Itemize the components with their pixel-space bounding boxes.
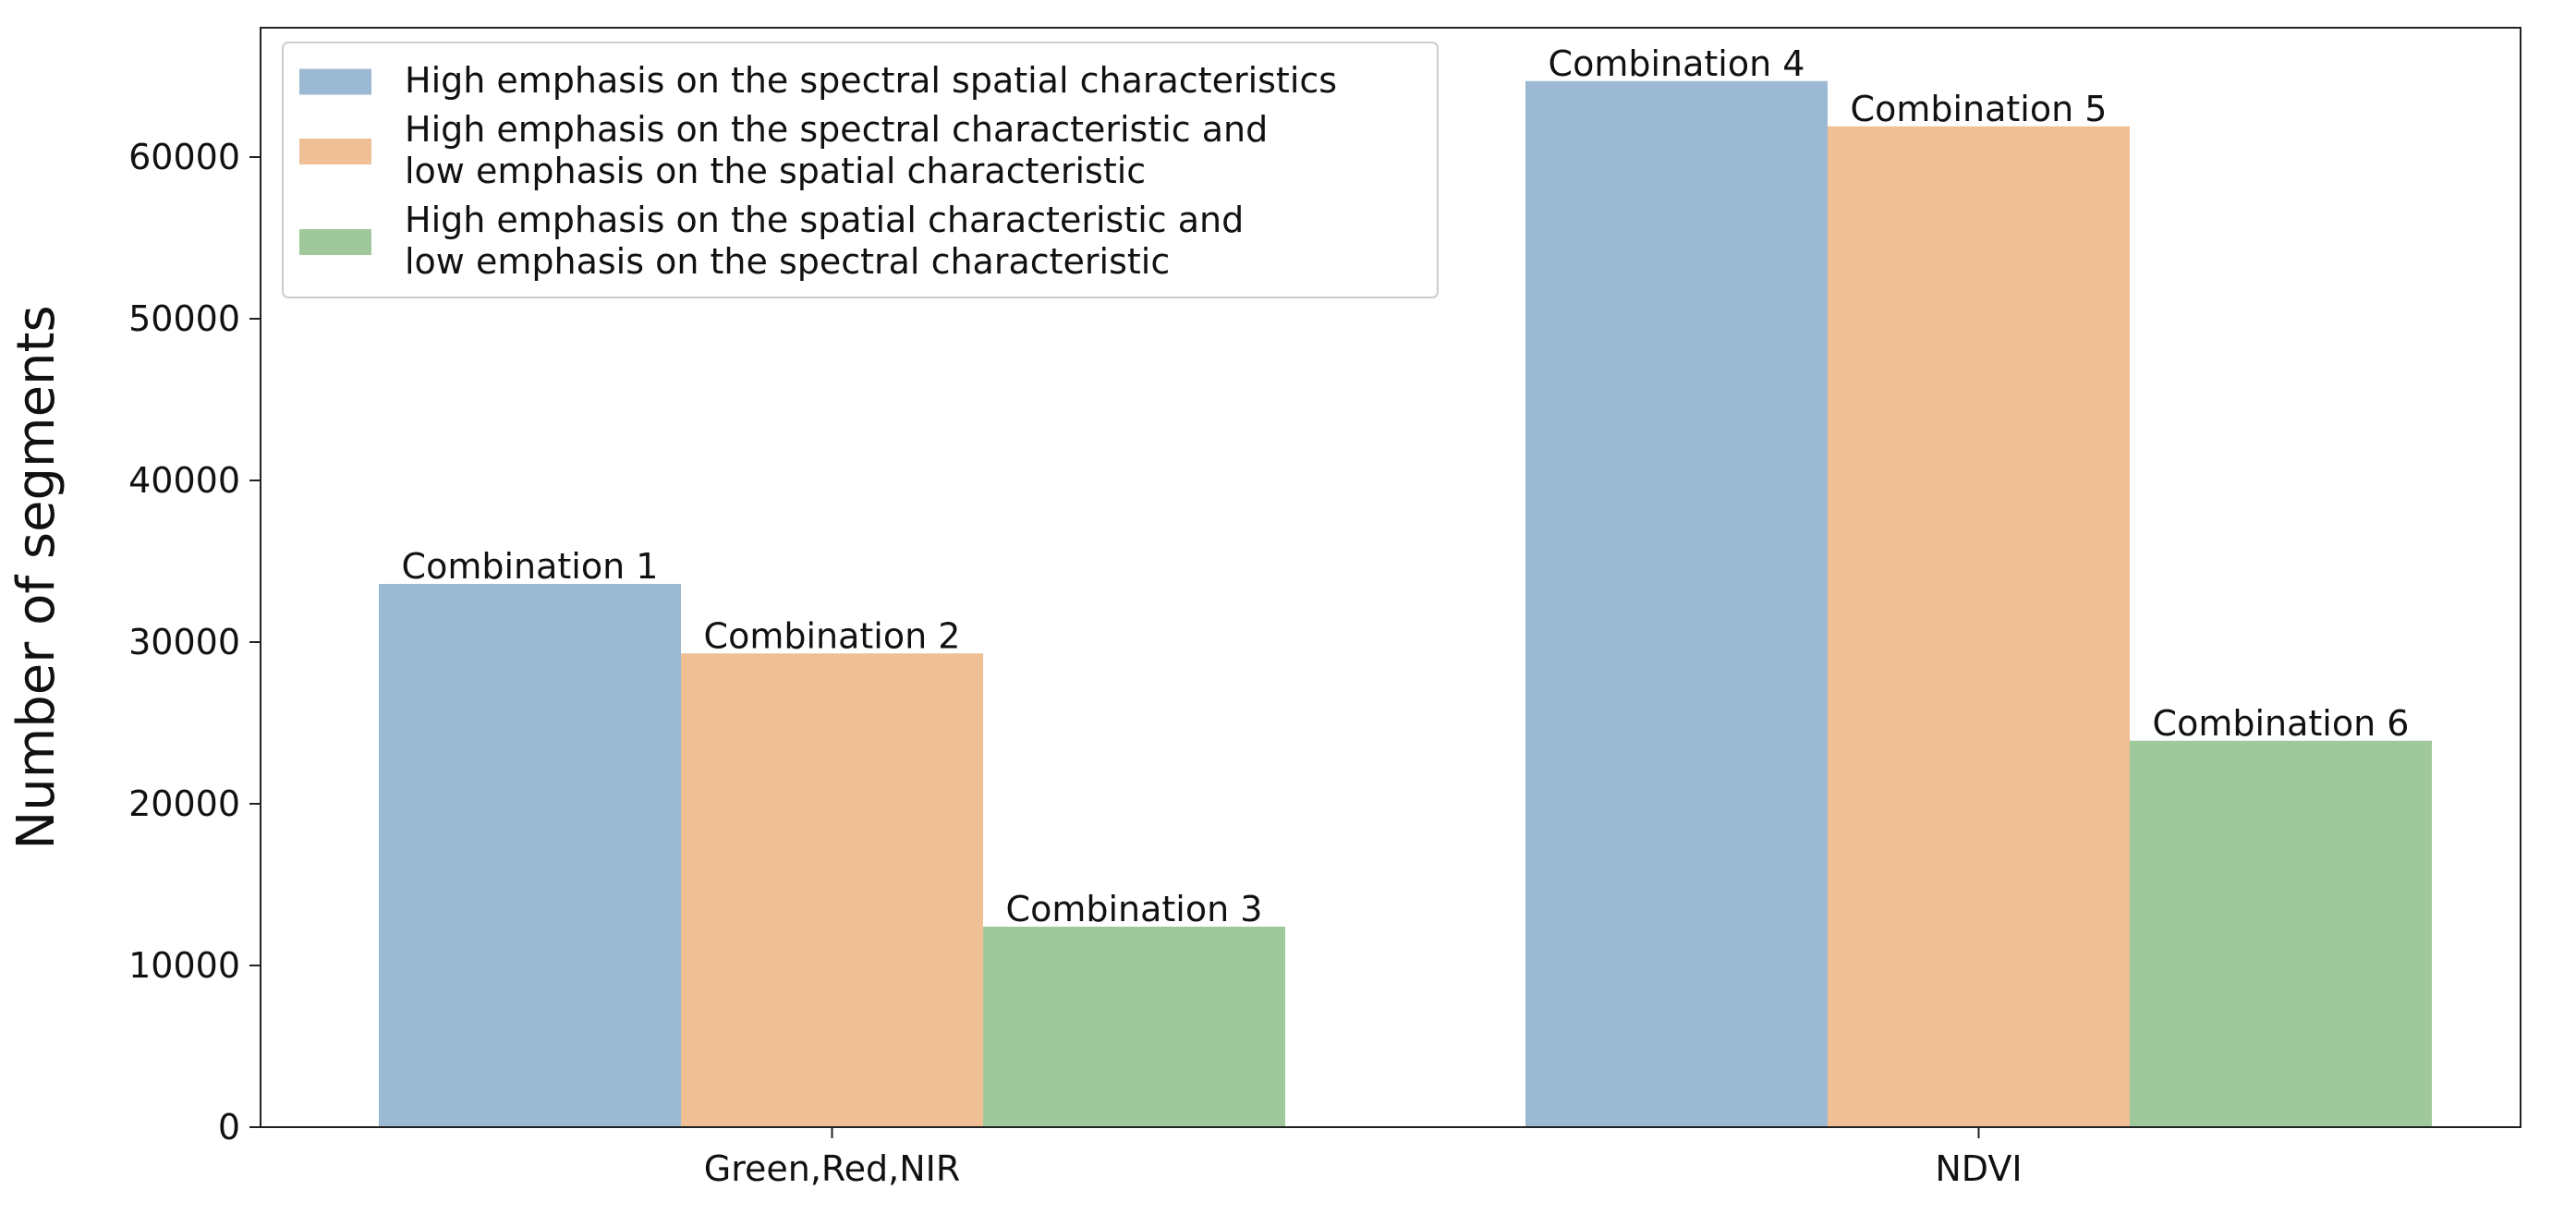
legend-entry-text: High emphasis on the spatial characteris… (405, 200, 1244, 240)
legend-entry-text: High emphasis on the spectral characteri… (405, 109, 1268, 150)
legend-swatch (299, 68, 371, 95)
bar-series1-1 (1525, 80, 1828, 1127)
bar-data-label: Combination 1 (402, 546, 659, 587)
axes-frame (260, 27, 2521, 1128)
legend: High emphasis on the spectral spatial ch… (282, 42, 1439, 298)
bar-data-label: Combination 5 (1851, 89, 2108, 129)
legend-box (282, 42, 1439, 298)
x-axis: Green,Red,NIR NDVI (704, 1127, 2023, 1189)
y-axis: 0 10000 20000 30000 40000 50000 60000 (128, 137, 261, 1147)
legend-entry-text: low emphasis on the spectral characteris… (405, 241, 1170, 282)
bar-data-label: Combination 3 (1006, 889, 1263, 929)
bar-series3-0 (983, 927, 1285, 1127)
plot-area: Combination 1 Combination 4 Combination 2 C… (379, 43, 2432, 1127)
bar-series1-0 (379, 584, 681, 1127)
y-tick-label: 40000 (128, 460, 240, 501)
y-tick-label: 50000 (128, 298, 240, 339)
x-tick-label: Green,Red,NIR (704, 1148, 960, 1189)
legend-entry-text: High emphasis on the spectral spatial ch… (405, 60, 1337, 101)
bar-series2-1 (1828, 126, 2130, 1127)
bar-data-label: Combination 4 (1549, 43, 1805, 84)
y-tick-label: 10000 (128, 945, 240, 986)
y-tick-label: 30000 (128, 622, 240, 662)
bar-data-label: Combination 2 (704, 615, 961, 656)
y-tick-label: 60000 (128, 137, 240, 177)
y-tick-label: 20000 (128, 783, 240, 824)
legend-swatch (299, 139, 371, 164)
legend-entry-text: low emphasis on the spatial characterist… (405, 151, 1146, 191)
y-tick-label: 0 (218, 1107, 240, 1147)
legend-swatch (299, 229, 371, 255)
x-tick-label: NDVI (1935, 1148, 2022, 1189)
bar-series3-1 (2130, 740, 2432, 1127)
bar-data-label: Combination 6 (2153, 703, 2410, 744)
y-axis-label: Number of segments (6, 305, 67, 849)
bar-series2-0 (681, 653, 983, 1127)
